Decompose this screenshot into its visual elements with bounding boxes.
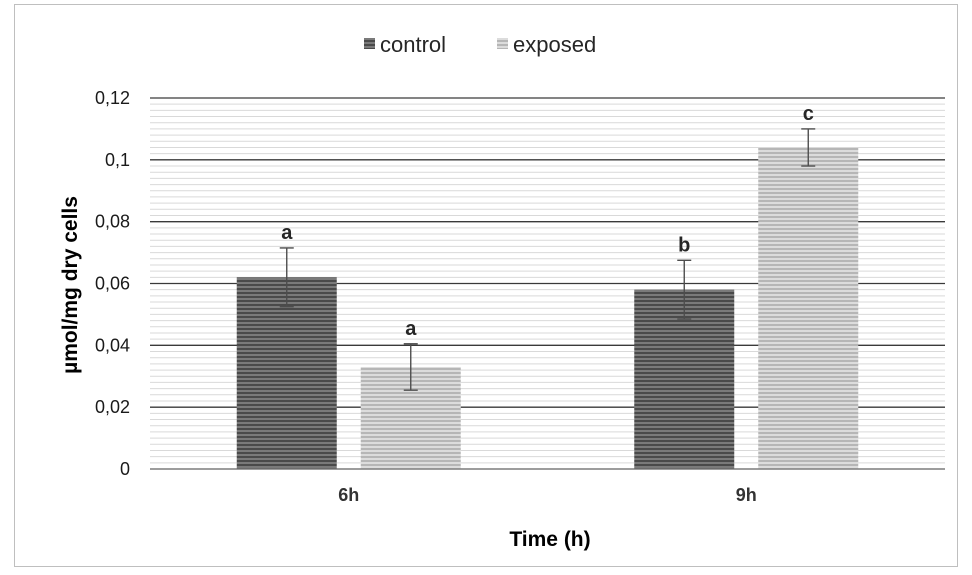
- y-tick-label: 0,06: [95, 274, 130, 294]
- significance-label: c: [803, 103, 814, 125]
- legend-label-exposed: exposed: [513, 32, 596, 57]
- x-axis-title: Time (h): [509, 528, 590, 551]
- bar-exposed-9h: [758, 147, 859, 469]
- bars: a a b c: [236, 103, 859, 469]
- axes: 0 0,02 0,04 0,06 0,08 0,1 0,12 6h 9h: [95, 88, 945, 505]
- y-axis-title: µmol/mg dry cells: [59, 196, 82, 374]
- y-tick-label: 0,02: [95, 397, 130, 417]
- y-tick-label: 0,12: [95, 88, 130, 108]
- y-tick-label: 0: [120, 459, 130, 479]
- x-tick-label: 9h: [736, 485, 757, 505]
- legend-label-control: control: [380, 32, 446, 57]
- bar-control-6h: [236, 277, 337, 469]
- y-tick-label: 0,08: [95, 212, 130, 232]
- significance-label: b: [678, 234, 690, 256]
- y-tick-label: 0,1: [105, 150, 130, 170]
- x-tick-label: 6h: [338, 485, 359, 505]
- legend-swatch-control: [364, 38, 375, 49]
- legend: control exposed: [364, 32, 596, 57]
- legend-swatch-exposed: [497, 38, 508, 49]
- significance-label: a: [405, 318, 417, 340]
- y-tick-label: 0,04: [95, 335, 130, 355]
- significance-label: a: [281, 222, 293, 244]
